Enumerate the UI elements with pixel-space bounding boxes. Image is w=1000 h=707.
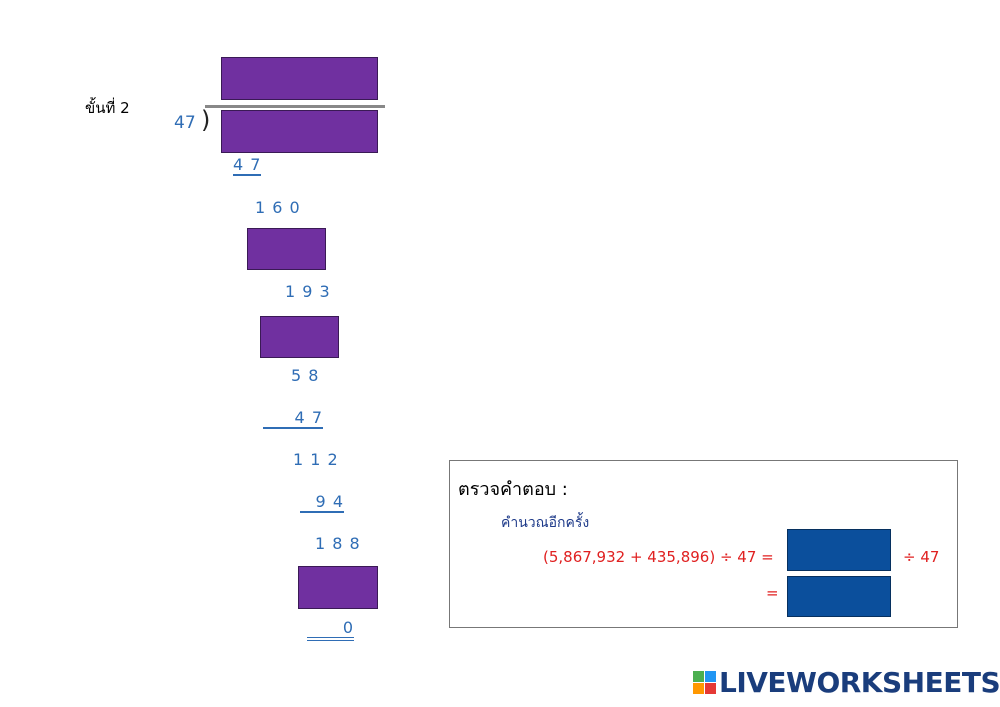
divisor: 47 — [174, 113, 196, 133]
step-number: 0 — [307, 618, 354, 641]
step-label: ขั้นที่ 2 — [85, 99, 130, 117]
step-number: 1 6 0 — [255, 198, 301, 217]
step-number: 1 1 2 — [293, 450, 339, 469]
step-number: 9 4 — [300, 492, 344, 513]
step-input[interactable] — [260, 316, 339, 358]
logo-icon — [693, 671, 716, 694]
step-number: 1 8 8 — [315, 534, 361, 553]
expression: (5,867,932 + 435,896) ÷ 47 = — [543, 548, 774, 566]
quotient-input[interactable] — [221, 57, 378, 100]
division-bar — [205, 105, 385, 108]
equals: = — [766, 584, 779, 602]
check-panel — [449, 460, 958, 628]
step-number: 4 7 — [233, 155, 262, 176]
step-number: 4 7 — [263, 408, 323, 429]
check-title: ตรวจคำตอบ : — [458, 479, 568, 500]
result-input[interactable] — [787, 576, 891, 617]
logo-text: LIVEWORKSHEETS — [719, 666, 1000, 699]
step-number: 1 9 3 — [285, 282, 331, 301]
step-input[interactable] — [298, 566, 378, 609]
step-number: 5 8 — [291, 366, 320, 385]
sum-input[interactable] — [787, 529, 891, 571]
divide-text: ÷ 47 — [903, 548, 940, 566]
step-input[interactable] — [247, 228, 326, 270]
division-bracket: ) — [201, 106, 211, 134]
check-subtitle: คำนวณอีกครั้ง — [501, 515, 590, 531]
dividend-input[interactable] — [221, 110, 378, 153]
